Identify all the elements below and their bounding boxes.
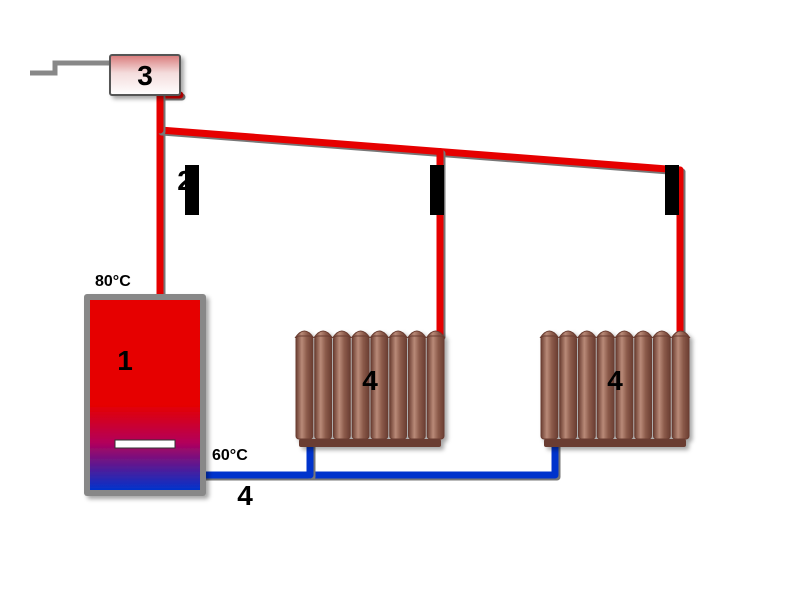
- label-radiator-2: 4: [607, 365, 623, 396]
- label-radiator-1: 4: [362, 365, 378, 396]
- temp-in: 60°C: [212, 447, 248, 464]
- label-tank: 3: [137, 60, 153, 91]
- label-return: 4: [237, 480, 253, 511]
- label-riser: 2: [177, 165, 193, 196]
- hot-pipes: [160, 95, 682, 337]
- temp-out: 80°C: [95, 273, 131, 290]
- wall-marker-3: [665, 165, 679, 215]
- wall-marker-2: [430, 165, 444, 215]
- boiler: [84, 294, 206, 496]
- overflow-pipe: [30, 63, 110, 73]
- label-boiler: 1: [117, 345, 133, 376]
